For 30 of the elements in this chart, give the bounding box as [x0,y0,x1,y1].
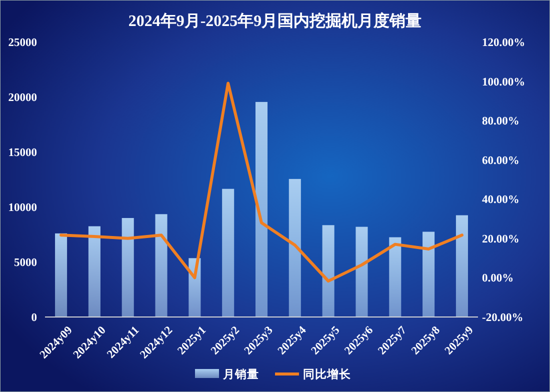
bar [255,102,268,317]
bar [456,215,468,317]
y-tick-label: 20000 [8,92,38,104]
y2-tick-label: -20.00% [482,312,524,324]
bar [356,226,368,317]
bar [155,214,168,317]
y2-tick-label: 80.00% [482,116,520,128]
bar [389,237,402,317]
bar [288,178,301,317]
y-tick-label: 5000 [14,257,38,270]
y2-tick-label: 20.00% [482,233,520,246]
y2-tick-label: 0.00% [482,272,514,285]
bar [88,226,100,317]
y-tick-label: 25000 [8,37,38,50]
chart-title: 2024年9月-2025年9月国内挖掘机月度销量 [128,11,422,30]
y2-tick-label: 100.00% [482,76,526,88]
y2-tick-label: 60.00% [482,154,520,167]
y-tick-label: 10000 [8,202,38,214]
y2-tick-label: 40.00% [482,194,520,206]
legend-label: 月销量 [222,368,259,382]
line-series [60,82,464,283]
legend-label: 同比增长 [303,367,352,382]
bar [422,232,435,317]
y2-tick-label: 120.00% [482,37,526,50]
y-tick-label: 0 [31,312,38,324]
bar [322,225,334,317]
bar [222,188,234,317]
y-tick-label: 15000 [8,147,38,160]
bar [55,233,68,317]
bar [122,218,134,317]
